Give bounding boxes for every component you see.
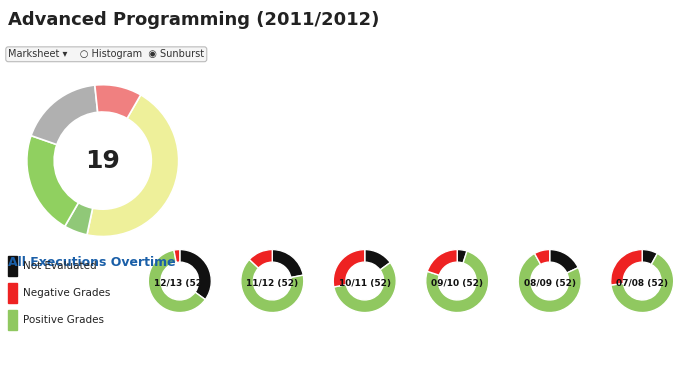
Wedge shape (272, 250, 303, 277)
Text: All Executions Overtime: All Executions Overtime (8, 255, 176, 269)
Wedge shape (241, 260, 303, 312)
Text: Negative Grades: Negative Grades (23, 288, 110, 298)
Text: Advanced Programming (2011/2012): Advanced Programming (2011/2012) (8, 11, 379, 29)
Wedge shape (174, 250, 180, 262)
Wedge shape (65, 203, 92, 235)
Wedge shape (642, 250, 658, 265)
Wedge shape (149, 250, 206, 312)
Wedge shape (334, 262, 396, 312)
Wedge shape (27, 136, 79, 226)
Text: 10/11 (52): 10/11 (52) (339, 279, 390, 288)
Text: 09/10 (52): 09/10 (52) (432, 279, 483, 288)
Wedge shape (95, 85, 140, 119)
Text: 12/13 (52): 12/13 (52) (153, 279, 206, 288)
Text: 07/08 (52): 07/08 (52) (616, 279, 668, 288)
Text: 11/12 (52): 11/12 (52) (246, 279, 299, 288)
Wedge shape (611, 253, 673, 312)
Wedge shape (364, 250, 390, 270)
Text: Not Evaluated: Not Evaluated (23, 261, 96, 270)
Text: Marksheet ▾    ○ Histogram  ◉ Sunburst: Marksheet ▾ ○ Histogram ◉ Sunburst (8, 49, 204, 59)
Wedge shape (534, 250, 550, 265)
Wedge shape (549, 250, 578, 273)
Wedge shape (457, 250, 467, 263)
Wedge shape (519, 253, 581, 312)
Text: 19: 19 (86, 149, 120, 173)
Wedge shape (611, 250, 643, 285)
Wedge shape (427, 250, 458, 275)
Wedge shape (334, 250, 365, 287)
Wedge shape (31, 85, 98, 145)
Wedge shape (179, 250, 211, 300)
Text: 08/09 (52): 08/09 (52) (524, 279, 575, 288)
Wedge shape (87, 95, 179, 237)
Wedge shape (426, 251, 488, 312)
Text: Positive Grades: Positive Grades (23, 315, 103, 325)
Wedge shape (249, 250, 273, 268)
